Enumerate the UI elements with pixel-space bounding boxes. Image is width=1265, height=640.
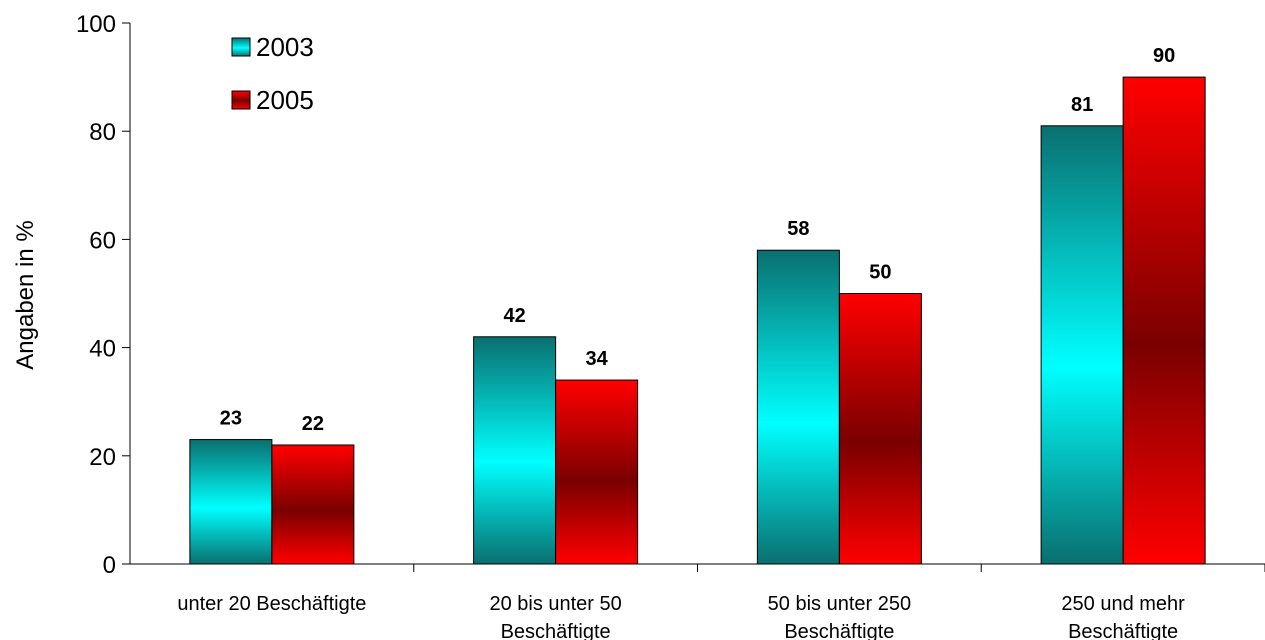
axes: 0 20 40 60 80 100 unter 20 Beschäftigte 20 bis … <box>76 11 1265 640</box>
bar-2003 <box>189 439 273 565</box>
x-category-label: 50 bis unter 250 Beschäftigte <box>768 593 911 640</box>
legend-label: 2005 <box>256 85 314 115</box>
x-category-label: unter 20 Beschäftigte <box>177 593 366 615</box>
y-tick-label: 20 <box>89 444 116 471</box>
data-labels: 23 22 42 34 58 50 81 90 <box>220 45 1176 435</box>
bar-2003 <box>756 249 840 565</box>
data-label: 58 <box>787 218 809 240</box>
data-label: 22 <box>302 413 324 435</box>
bar-2005 <box>271 444 355 565</box>
bar-2005 <box>1122 76 1206 565</box>
data-label: 34 <box>586 348 609 370</box>
y-axis-title: Angaben in % <box>12 220 39 369</box>
bar-2005 <box>838 293 922 565</box>
legend: 2003 2005 <box>231 32 314 115</box>
data-label: 50 <box>869 262 891 284</box>
y-tick-label: 100 <box>76 11 116 38</box>
y-tick-label: 60 <box>89 227 116 254</box>
data-label: 90 <box>1153 45 1175 67</box>
bars <box>189 76 1206 565</box>
x-category-label: 250 und mehr Beschäftigte <box>1061 593 1185 640</box>
data-label: 42 <box>504 305 526 327</box>
data-label: 81 <box>1071 94 1093 116</box>
legend-label: 2003 <box>256 32 314 62</box>
bar-2003 <box>1040 125 1124 565</box>
legend-swatch <box>231 37 251 57</box>
x-category-label: 20 bis unter 50 Beschäftigte <box>489 593 621 640</box>
data-label: 23 <box>220 408 242 430</box>
y-tick-label: 40 <box>89 336 116 363</box>
bar-2003 <box>473 336 557 565</box>
bar-2005 <box>555 379 639 565</box>
y-tick-label: 0 <box>103 552 116 579</box>
y-tick-label: 80 <box>89 119 116 146</box>
legend-swatch <box>231 90 251 110</box>
